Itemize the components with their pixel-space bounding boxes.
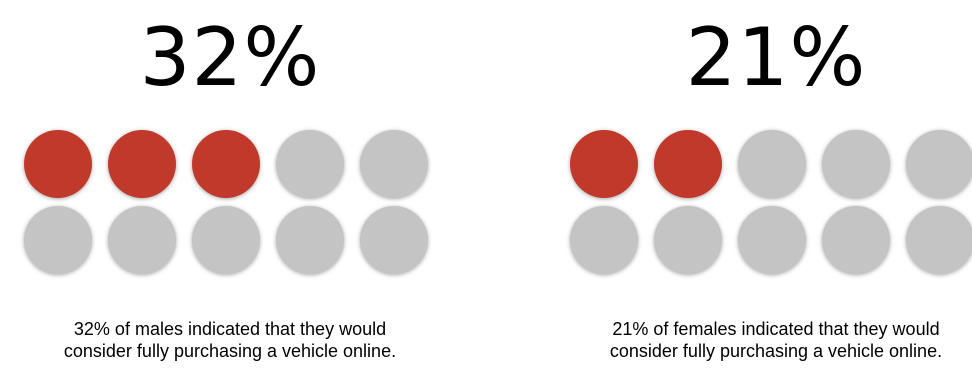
females-panel: 21% 21% of females indicated that they w… — [566, 0, 972, 371]
waffle-dot-empty — [906, 130, 972, 198]
females-caption-line-1: 21% of females indicated that they would — [612, 319, 940, 339]
females-percentage: 21% — [685, 11, 867, 104]
waffle-dot-empty — [570, 206, 638, 274]
waffle-dot-empty — [906, 206, 972, 274]
males-caption-line-1: 32% of males indicated that they would — [73, 319, 387, 339]
waffle-dot-empty — [276, 206, 344, 274]
males-percentage: 32% — [139, 11, 321, 104]
waffle-dot-empty — [192, 206, 260, 274]
females-dot-grid — [570, 130, 972, 290]
waffle-dot-filled — [192, 130, 260, 198]
waffle-dot-empty — [360, 130, 428, 198]
waffle-dot-empty — [822, 206, 890, 274]
waffle-dot-empty — [360, 206, 428, 274]
waffle-dot-empty — [738, 130, 806, 198]
males-panel: 32% 32% of males indicated that they wou… — [20, 0, 440, 371]
waffle-dot-empty — [654, 206, 722, 274]
waffle-dot-filled — [570, 130, 638, 198]
males-caption: 32% of males indicated that they would c… — [20, 318, 440, 362]
waffle-dot-empty — [738, 206, 806, 274]
females-caption: 21% of females indicated that they would… — [566, 318, 972, 362]
waffle-dot-empty — [108, 206, 176, 274]
females-caption-line-2: consider fully purchasing a vehicle onli… — [609, 341, 943, 361]
waffle-dot-empty — [822, 130, 890, 198]
males-dot-grid — [24, 130, 436, 290]
waffle-dot-filled — [108, 130, 176, 198]
waffle-dot-filled — [654, 130, 722, 198]
waffle-dot-empty — [24, 206, 92, 274]
waffle-dot-filled — [24, 130, 92, 198]
waffle-dot-empty — [276, 130, 344, 198]
males-caption-line-2: consider fully purchasing a vehicle onli… — [63, 341, 397, 361]
